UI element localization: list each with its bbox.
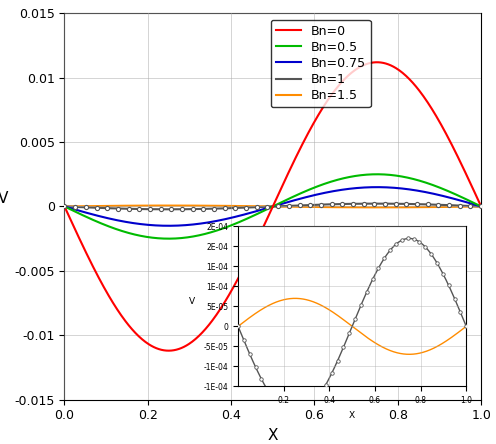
Bn=0.5 — [260, 208, 266, 214]
Bn=0.75 — [405, 186, 411, 192]
Bn=0 — [374, 59, 380, 65]
Bn=0.75 — [470, 202, 476, 207]
X-axis label: X: X — [349, 411, 355, 420]
Bn=0.5 — [478, 204, 484, 209]
Bn=0.5 — [166, 236, 172, 241]
Y-axis label: V: V — [189, 297, 195, 306]
Bn=0.75 — [62, 204, 67, 209]
Bn=0 — [260, 225, 266, 230]
Bn=0 — [288, 165, 294, 170]
Bn=0 — [470, 186, 476, 191]
Bn=0.5 — [263, 207, 269, 213]
Bn=0.5 — [405, 175, 411, 180]
Bn=1.5 — [263, 204, 269, 209]
Bn=1.5 — [478, 204, 484, 209]
Bn=0 — [405, 75, 411, 80]
Bn=1 — [288, 203, 294, 208]
Bn=1 — [478, 204, 484, 209]
Bn=1.5 — [310, 204, 316, 210]
Bn=0 — [62, 204, 67, 209]
Bn=1.5 — [288, 204, 294, 210]
Bn=1 — [263, 204, 269, 210]
Bn=1 — [405, 201, 411, 206]
Bn=1 — [470, 203, 476, 209]
Bn=1.5 — [374, 205, 380, 210]
Bn=0 — [263, 219, 269, 225]
Y-axis label: V: V — [0, 191, 8, 206]
Bn=1.5 — [166, 203, 172, 208]
Bn=1 — [310, 202, 316, 207]
Line: Bn=0: Bn=0 — [64, 62, 481, 351]
Bn=0.75 — [260, 206, 266, 212]
X-axis label: X: X — [267, 428, 278, 443]
Bn=0.75 — [288, 198, 294, 204]
Bn=0.5 — [470, 200, 476, 205]
Line: Bn=1: Bn=1 — [64, 204, 481, 209]
Bn=1.5 — [405, 205, 411, 210]
Line: Bn=0.75: Bn=0.75 — [64, 187, 481, 226]
Bn=0.5 — [310, 185, 316, 190]
Bn=0.5 — [288, 195, 294, 201]
Bn=0 — [166, 348, 172, 353]
Bn=1 — [62, 204, 67, 209]
Bn=1 — [166, 206, 172, 212]
Bn=1.5 — [62, 204, 67, 209]
Bn=0.75 — [310, 193, 316, 198]
Bn=1.5 — [260, 204, 266, 209]
Bn=1.5 — [470, 204, 476, 209]
Bn=0.75 — [374, 185, 380, 190]
Bn=0.5 — [374, 172, 380, 177]
Line: Bn=1.5: Bn=1.5 — [64, 206, 481, 207]
Bn=0.75 — [263, 206, 269, 211]
Bn=0.75 — [166, 223, 172, 228]
Bn=0.75 — [478, 204, 484, 209]
Bn=0 — [478, 204, 484, 209]
Bn=0 — [310, 121, 316, 127]
Bn=1 — [374, 201, 380, 206]
Bn=0.5 — [62, 204, 67, 209]
Bn=1 — [260, 204, 266, 210]
Legend: Bn=0, Bn=0.5, Bn=0.75, Bn=1, Bn=1.5: Bn=0, Bn=0.5, Bn=0.75, Bn=1, Bn=1.5 — [271, 20, 371, 107]
Line: Bn=0.5: Bn=0.5 — [64, 174, 481, 238]
